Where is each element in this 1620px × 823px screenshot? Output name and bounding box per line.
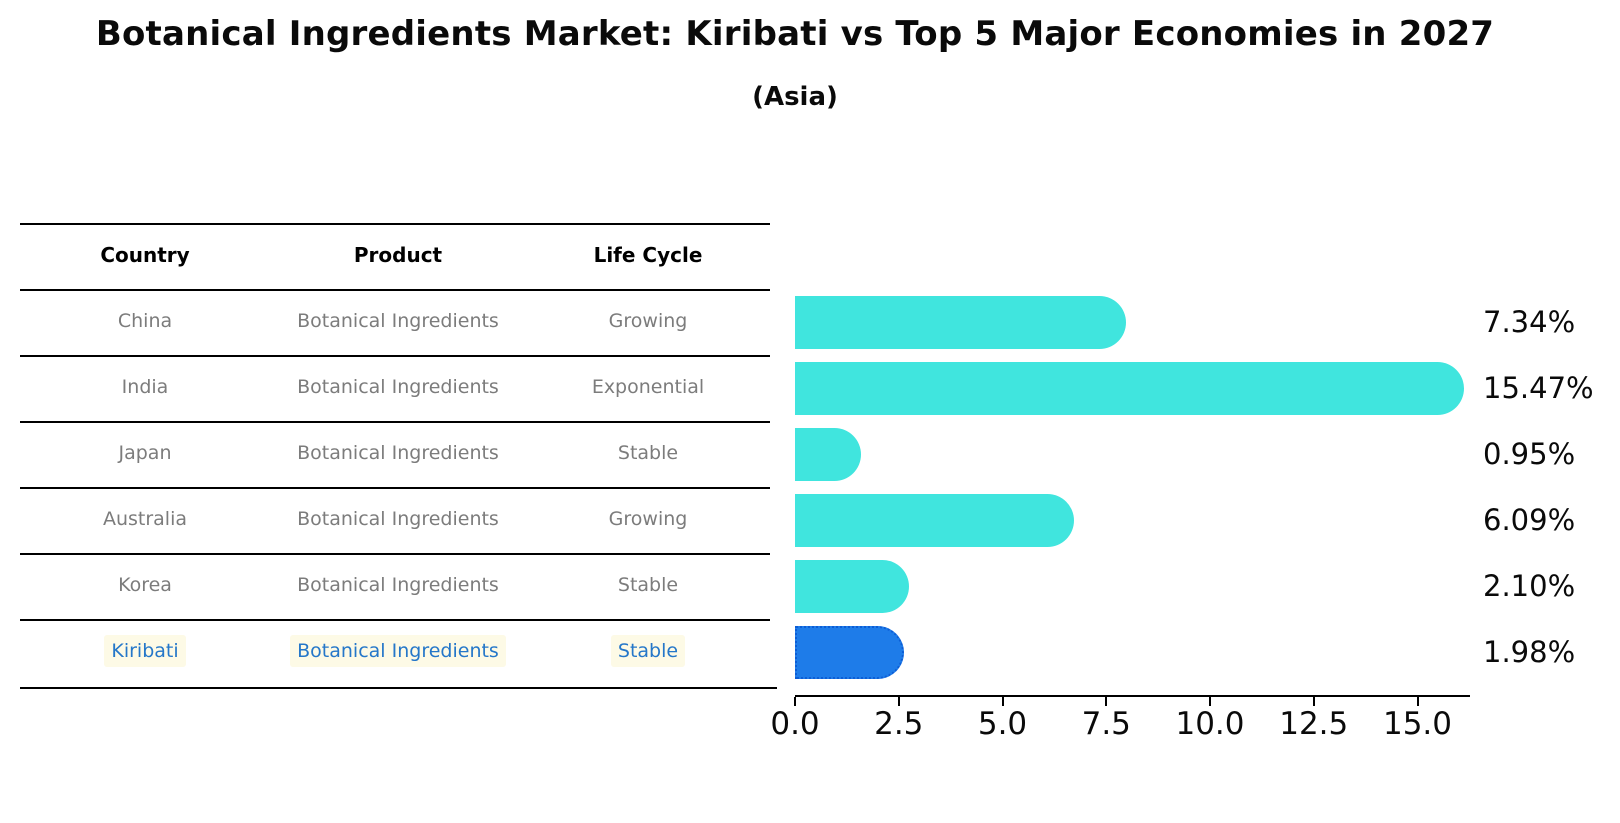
x-tick-mark [1001,697,1004,706]
table-rule [20,421,770,423]
table-row: India Botanical Ingredients Exponential [20,371,770,403]
x-tick-label: 10.0 [1175,706,1245,742]
x-tick-mark [794,697,796,706]
cell-text: Stable [610,635,686,667]
table-row: Australia Botanical Ingredients Growing [20,503,770,535]
table-rule [20,355,770,357]
table-cell-product: Botanical Ingredients [270,305,526,337]
cell-text: Botanical Ingredients [290,635,506,667]
bar [795,493,1075,547]
bar-value-label: 7.34% [1483,305,1576,339]
table-cell-country: Korea [20,569,270,601]
cell-text: India [121,376,169,398]
x-tick-label: 5.0 [977,706,1028,742]
table-row: China Botanical Ingredients Growing [20,305,770,337]
table-cell-life-cycle: Stable [526,437,770,469]
table-cell-product: Botanical Ingredients [270,503,526,535]
x-tick-mark [1312,697,1315,706]
table-cell-life-cycle: Stable [526,569,770,601]
table-rule [20,553,770,555]
cell-text: Korea [118,574,172,596]
table-cell-life-cycle: Stable [526,635,770,667]
table-rule [20,223,770,225]
table-cell-country: Japan [20,437,270,469]
table-cell-life-cycle: Exponential [526,371,770,403]
column-header-label: Life Cycle [593,243,703,267]
chart-title: Botanical Ingredients Market: Kiribati v… [95,14,1495,54]
column-header: Life Cycle [526,239,770,271]
x-tick-mark [1105,697,1108,706]
cell-text: Stable [617,574,679,596]
x-tick-label: 0.0 [770,706,820,742]
cell-text: Japan [118,442,172,464]
table-row: Korea Botanical Ingredients Stable [20,569,770,601]
bar-value-label: 6.09% [1483,503,1576,537]
x-tick-mark [1209,697,1211,706]
bar [795,361,1464,415]
table-cell-country: Kiribati [20,635,270,667]
bar-value-label: 0.95% [1483,437,1576,471]
x-tick-label: 15.0 [1382,706,1453,742]
cell-text: Stable [617,442,679,464]
table-header-row: Country Product Life Cycle [20,239,770,271]
bar-value-label: 1.98% [1483,635,1576,669]
table-cell-product: Botanical Ingredients [270,635,526,667]
column-header: Product [270,239,526,271]
table-cell-product: Botanical Ingredients [270,437,526,469]
chart-subtitle: (Asia) [752,82,838,112]
x-tick-label: 2.5 [874,706,924,742]
column-header-label: Product [353,243,443,267]
table-cell-life-cycle: Growing [526,503,770,535]
table-rule [20,289,770,291]
table-rule [20,687,777,689]
table-cell-product: Botanical Ingredients [270,569,526,601]
cell-text: Botanical Ingredients [297,376,499,398]
x-axis-line [795,695,1470,697]
table-cell-country: Australia [20,503,270,535]
cell-text: China [117,310,173,332]
cell-text: Australia [102,508,188,530]
x-tick-mark [1416,697,1419,706]
cell-text: Botanical Ingredients [297,574,499,596]
bar [795,427,861,481]
table-rule [20,487,770,489]
cell-text: Growing [608,508,688,530]
bar [795,559,909,613]
table-row: Japan Botanical Ingredients Stable [20,437,770,469]
cell-text: Botanical Ingredients [297,310,499,332]
column-header-label: Country [100,243,190,267]
table-cell-product: Botanical Ingredients [270,371,526,403]
bar-value-label: 2.10% [1483,569,1576,603]
x-tick-label: 12.5 [1279,706,1349,742]
table-cell-country: India [20,371,270,403]
bar-value-label: 15.47% [1483,371,1594,405]
x-tick-label: 7.5 [1081,706,1131,742]
column-header: Country [20,239,270,271]
table-rule [20,619,770,621]
cell-text: Botanical Ingredients [297,442,499,464]
x-tick-mark [897,697,900,706]
cell-text: Kiribati [104,635,186,667]
table-cell-country: China [20,305,270,337]
bar-kiribati [795,625,904,679]
table-row: Kiribati Botanical Ingredients Stable [20,635,770,667]
table-cell-life-cycle: Growing [526,305,770,337]
cell-text: Botanical Ingredients [297,508,499,530]
cell-text: Exponential [591,376,705,398]
bar [795,295,1127,349]
cell-text: Growing [608,310,688,332]
